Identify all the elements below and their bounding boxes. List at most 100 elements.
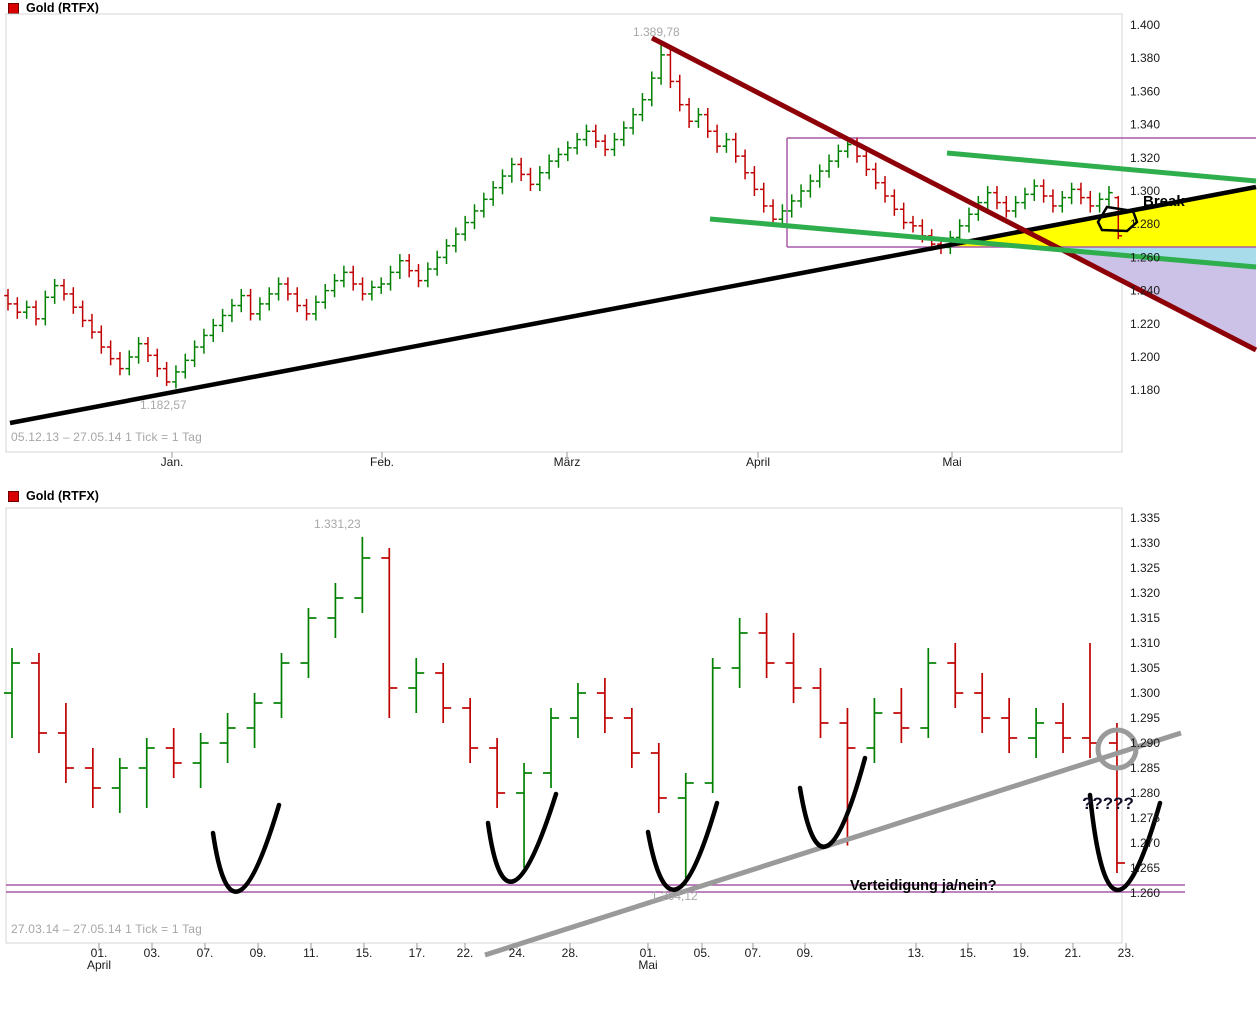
x-axis-label: 11.	[303, 946, 319, 960]
ohlc-bar	[517, 157, 525, 182]
ohlc-bar	[246, 693, 263, 748]
ohlc-bar	[536, 166, 544, 191]
ohlc-bar	[1055, 703, 1072, 753]
ohlc-bar	[480, 192, 488, 218]
breakout-marker-hexagon	[1096, 205, 1139, 233]
ohlc-bar	[1028, 708, 1045, 758]
ohlc-bar	[408, 658, 425, 713]
ohlc-bar	[274, 277, 283, 301]
ohlc-bar	[1058, 191, 1067, 213]
ohlc-bar	[815, 164, 824, 188]
ohlc-bar	[526, 167, 535, 191]
y-axis-label: 1.380	[1130, 51, 1160, 65]
gold-detail-chart: 1.331,23 1.264,12????? Verteidigung ja/nei…	[4, 507, 1185, 972]
ohlc-bar	[489, 181, 497, 206]
ohlc-bar	[1039, 179, 1048, 203]
x-axis-label: 19.	[1013, 946, 1030, 960]
ohlc-bar	[666, 48, 675, 89]
y-axis-label: 1.180	[1130, 383, 1160, 397]
v-bottom-curve-3	[645, 800, 720, 892]
y-axis-label: 1.325	[1130, 561, 1160, 575]
low-price-label: 1.182,57	[140, 398, 187, 412]
y-axis-label: 1.220	[1130, 317, 1160, 331]
ohlc-bar	[219, 713, 236, 763]
plot-area	[5, 13, 1123, 453]
high-price-label: 1.389,78	[633, 25, 680, 39]
red-square-icon	[8, 490, 19, 502]
low-price-label: 1.264,12	[651, 889, 698, 903]
x-axis-month-label: April	[87, 958, 111, 972]
ohlc-bar	[256, 297, 264, 321]
ohlc-bar	[4, 648, 20, 738]
ohlc-bar	[899, 202, 908, 230]
ohlc-bar	[741, 149, 749, 180]
ohlc-bar	[722, 132, 731, 153]
ohlc-bar	[573, 132, 581, 155]
x-axis-label: 24.	[509, 946, 526, 960]
y-axis-label: 1.320	[1130, 586, 1160, 600]
ohlc-bar	[619, 121, 628, 147]
ohlc-bar	[218, 308, 227, 333]
x-axis-label: Mai	[942, 455, 961, 469]
ohlc-bar	[84, 748, 101, 808]
ohlc-bar	[1002, 195, 1011, 218]
ohlc-bar	[78, 300, 87, 328]
ohlc-bar	[704, 658, 721, 793]
ohlc-bar	[629, 108, 637, 135]
ohlc-bar	[237, 288, 246, 313]
red-square-icon	[8, 2, 19, 14]
ohlc-bar	[461, 215, 469, 241]
x-axis-label: 15.	[356, 946, 373, 960]
ohlc-bar	[1030, 179, 1039, 201]
x-axis-label: April	[746, 455, 770, 469]
chart1-title-row: Gold (RTFX)	[8, 1, 99, 15]
y-axis-label: 1.295	[1130, 711, 1160, 725]
ohlc-bar	[871, 162, 880, 190]
ohlc-bar	[200, 328, 208, 354]
ohlc-bar	[452, 227, 460, 253]
x-axis-label: 09.	[797, 946, 814, 960]
ohlc-bar	[321, 283, 330, 309]
ohlc-bar	[312, 295, 320, 321]
ohlc-bar	[554, 147, 563, 168]
y-axis-label: 1.240	[1130, 284, 1160, 298]
ohlc-bar	[293, 287, 302, 313]
y-axis-label: 1.340	[1130, 118, 1160, 132]
ohlc-bar	[650, 743, 667, 813]
ohlc-bar	[1001, 698, 1018, 753]
ohlc-bar	[165, 728, 182, 778]
x-axis-label: 09.	[250, 946, 267, 960]
ohlc-bar	[424, 262, 432, 288]
x-axis-label: 23.	[1118, 946, 1135, 960]
y-axis-label: 1.260	[1130, 886, 1160, 900]
ohlc-bar	[30, 653, 47, 753]
ohlc-bar	[825, 154, 833, 178]
ohlc-bar	[993, 186, 1001, 210]
ohlc-bar	[97, 325, 106, 354]
ohlc-bar	[787, 194, 796, 218]
ohlc-bar	[1021, 187, 1029, 210]
ohlc-bar	[601, 134, 609, 157]
y-axis-label: 1.320	[1130, 151, 1160, 165]
ohlc-bar	[273, 653, 290, 718]
y-axis-label: 1.315	[1130, 611, 1160, 625]
ohlc-bar	[162, 361, 171, 386]
ohlc-bar	[190, 340, 199, 367]
ohlc-bar	[1108, 723, 1125, 873]
ohlc-bar	[713, 124, 721, 153]
y-axis-label: 1.360	[1130, 84, 1160, 98]
y-axis-label: 1.270	[1130, 836, 1160, 850]
ohlc-bar	[386, 265, 395, 291]
ohlc-bar	[60, 278, 68, 301]
x-axis-label: Feb.	[370, 455, 394, 469]
y-axis-label: 1.260	[1130, 250, 1160, 264]
y-axis-label: 1.310	[1130, 636, 1160, 650]
ohlc-bar	[797, 184, 805, 208]
ohlc-bar	[694, 108, 703, 128]
ohlc-bar	[265, 287, 274, 311]
ohlc-bar	[414, 264, 423, 288]
ohlc-bar	[435, 663, 452, 723]
y-axis-label: 1.265	[1130, 861, 1160, 875]
ohlc-series	[4, 536, 1125, 886]
chart2-title-row: Gold (RTFX)	[8, 489, 99, 503]
